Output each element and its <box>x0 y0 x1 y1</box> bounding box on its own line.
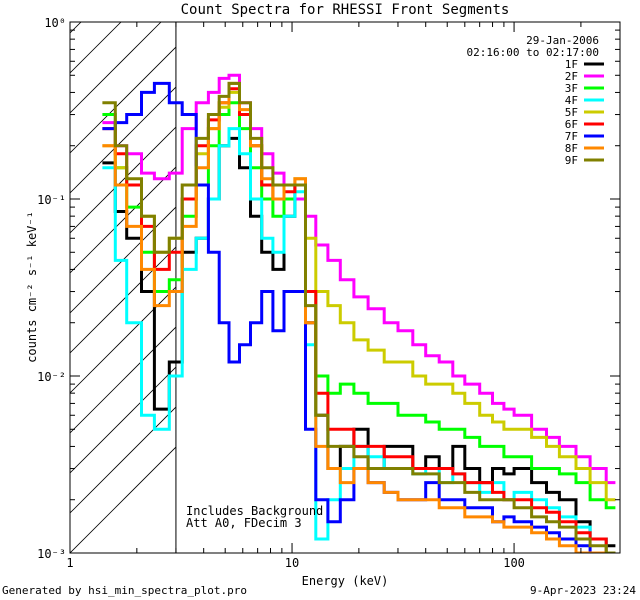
y-tick-label: 10⁰ <box>44 16 66 30</box>
series-line-3f <box>102 101 616 510</box>
y-tick-label: 10⁻² <box>37 370 66 384</box>
hatch-line <box>70 86 176 194</box>
y-axis-label: counts cm⁻² s⁻¹ keV⁻¹ <box>25 211 39 363</box>
y-tick-label: 10⁻¹ <box>37 193 66 207</box>
annotation-attenuator: Att A0, FDecim 3 <box>186 516 302 530</box>
series-line-7f <box>102 81 616 553</box>
info-time-range: 02:16:00 to 02:17:00 <box>467 46 599 59</box>
legend-label-1f: 1F <box>565 58 578 71</box>
footer-timestamp: 9-Apr-2023 23:24 <box>530 584 636 597</box>
x-tick-label: 100 <box>503 556 525 570</box>
y-tick-label: 10⁻³ <box>37 547 66 561</box>
chart-title: Count Spectra for RHESSI Front Segments <box>181 2 510 18</box>
legend-label-4f: 4F <box>565 94 578 107</box>
x-tick-label: 1 <box>66 556 73 570</box>
series-line-1f <box>102 136 616 548</box>
legend-label-5f: 5F <box>565 106 578 119</box>
legend-label-3f: 3F <box>565 82 578 95</box>
hatch-line <box>70 46 176 154</box>
plot-frame <box>69 21 621 554</box>
legend-label-7f: 7F <box>565 130 578 143</box>
x-tick-label: 10 <box>285 556 299 570</box>
footer-generated-by: Generated by hsi_min_spectra_plot.pro <box>2 584 247 597</box>
series-line-9f <box>102 81 616 553</box>
legend-label-9f: 9F <box>565 154 578 167</box>
x-axis-label: Energy (keV) <box>302 574 389 588</box>
legend-label-2f: 2F <box>565 70 578 83</box>
annotation-background: Includes Background <box>186 504 323 518</box>
legend-label-8f: 8F <box>565 142 578 155</box>
info-date: 29-Jan-2006 <box>526 34 599 47</box>
legend-label-6f: 6F <box>565 118 578 131</box>
